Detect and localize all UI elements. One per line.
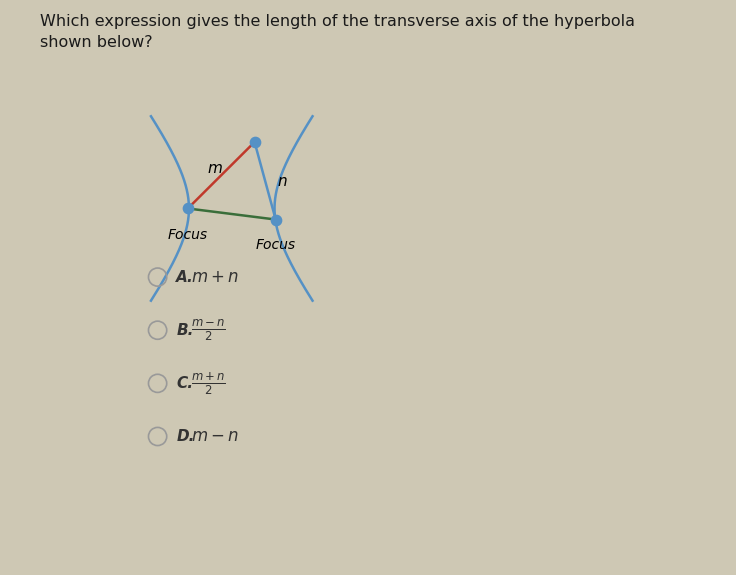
Text: C.: C. [177,376,194,391]
Text: A.: A. [177,270,194,285]
Point [270,215,282,224]
Text: m: m [208,161,222,176]
Text: $\frac{m+n}{2}$: $\frac{m+n}{2}$ [191,370,226,397]
Text: n: n [277,174,287,189]
Text: $m + n$: $m + n$ [191,268,238,286]
Text: Which expression gives the length of the transverse axis of the hyperbola
shown : Which expression gives the length of the… [40,14,635,51]
Text: $\frac{m-n}{2}$: $\frac{m-n}{2}$ [191,317,226,343]
Text: Focus: Focus [168,228,208,243]
Point [249,137,261,147]
Text: B.: B. [177,323,194,338]
Point [182,204,194,213]
Text: $m - n$: $m - n$ [191,427,238,446]
Text: Focus: Focus [255,238,296,252]
Text: D.: D. [177,429,195,444]
